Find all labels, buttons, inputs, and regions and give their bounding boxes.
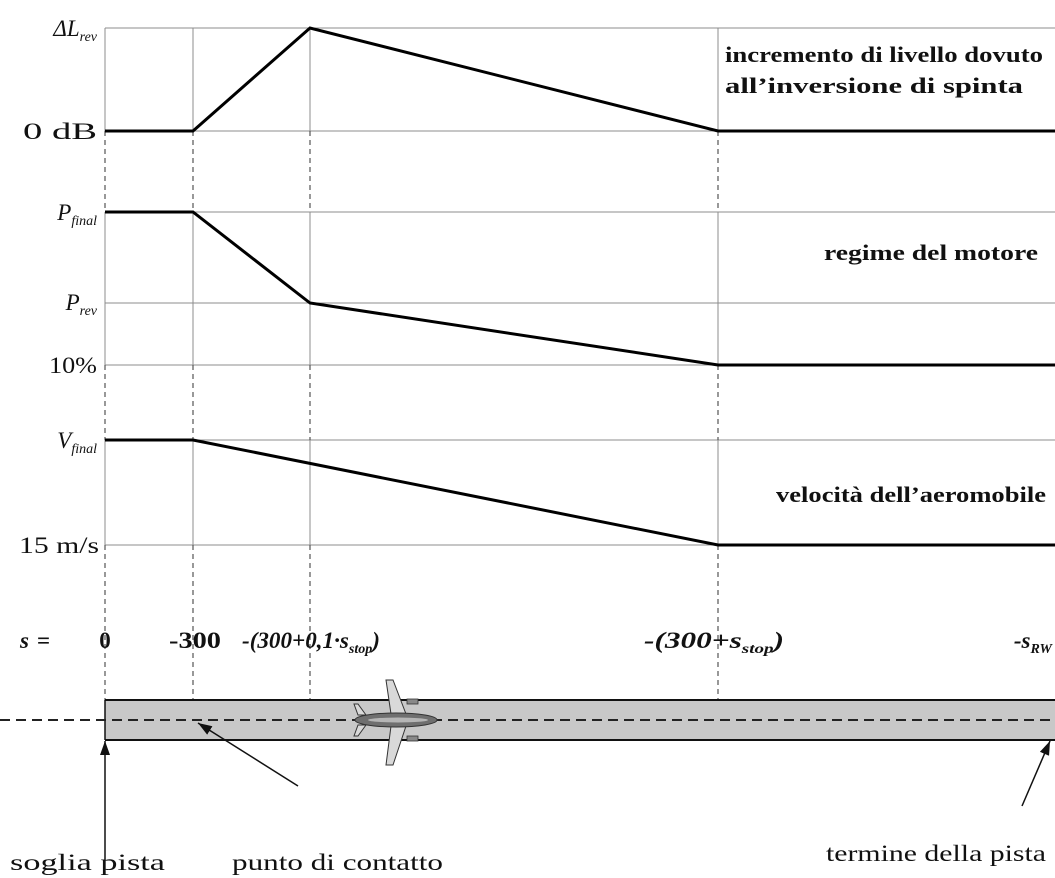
runway — [0, 699, 1055, 741]
horizontal-grid-lines — [105, 27, 1055, 546]
runway-end-label: termine della pista — [826, 841, 1046, 866]
aircraft-speed-label: velocità dell’aeromobile — [776, 482, 1046, 507]
threshold-label: soglia pista — [10, 850, 165, 875]
s-tick-stop-end: -(300+ s stop) — [644, 628, 784, 657]
engine-regime-curve — [105, 210, 1055, 367]
pointer-arrows — [100, 722, 1051, 860]
runway-end-arrow — [1021, 740, 1051, 807]
aircraft-stabilizer-lower — [353, 724, 367, 737]
power-min-label: 10% — [49, 353, 97, 378]
touchdown-arrow — [197, 722, 299, 787]
aircraft-fuselage-stripe — [368, 717, 428, 723]
engine-regime-label: regime del motore — [824, 240, 1038, 265]
s-tick-reverse-peak: -(300+0,1·sstop) — [242, 628, 380, 657]
curve-labels: incremento di livello dovuto all’inversi… — [725, 42, 1046, 507]
aircraft-speed-curve — [105, 438, 1055, 547]
s-axis-labels: s = 0 -300 -(300+0,1·sstop) -(300+ s stop) … — [19, 628, 1054, 657]
touchdown-label: punto di contatto — [232, 850, 443, 875]
runway-labels: soglia pista punto di contatto termine d… — [10, 841, 1046, 875]
speed-min-label: 15 m/s — [19, 533, 99, 558]
level-increment-label-line1: incremento di livello dovuto — [725, 42, 1043, 67]
level-zero-label: 0 dB — [23, 119, 97, 144]
level-increment-label-line2: all’inversione di spinta — [725, 73, 1023, 98]
level-max-label: ΔLrev — [52, 16, 97, 45]
speed-final-label: Vfinal — [57, 428, 97, 457]
power-final-label: Pfinal — [56, 200, 97, 229]
aircraft-engine-lower — [406, 735, 419, 742]
level-increment-curve — [105, 26, 1055, 133]
s-tick-touchdown: -300 — [169, 628, 221, 653]
aircraft-engine-upper — [406, 698, 419, 705]
aircraft-icon — [353, 679, 438, 766]
power-rev-label: Prev — [65, 290, 98, 319]
s-tick-runway-length: -sRW — [1014, 628, 1054, 657]
aircraft-stabilizer-upper — [353, 703, 367, 716]
vertical-guide-lines — [104, 28, 719, 740]
s-axis-symbol: s = — [19, 628, 50, 653]
s-tick-threshold: 0 — [99, 628, 111, 653]
y-axis-labels: ΔLrev 0 dB Pfinal Prev 10% Vfinal 15 m/s — [19, 16, 99, 558]
profile-curves — [105, 26, 1055, 547]
